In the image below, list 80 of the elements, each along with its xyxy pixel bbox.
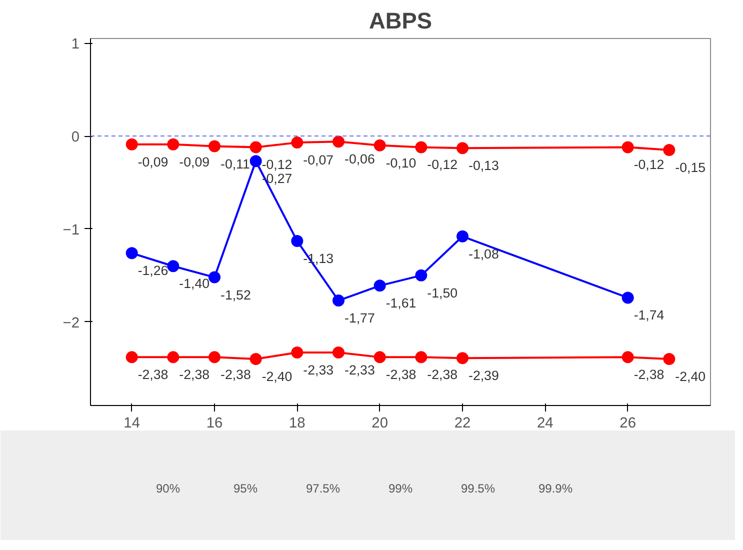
text: 97.5% [306,482,340,496]
point [622,292,634,304]
point [456,352,468,364]
y-tick-label: −2 [62,315,80,332]
point [291,235,304,248]
data-label: -0,15 [675,160,706,175]
point [374,280,386,292]
data-label: -0,12 [427,157,458,172]
data-label: -1,40 [179,276,210,292]
data-label: -2,38 [179,367,210,382]
point [250,155,262,168]
data-label: -1,77 [344,310,375,326]
data-label: -2,38 [386,367,416,382]
x-tick-label: 16 [206,416,223,432]
data-label: -1,52 [220,287,251,302]
text: 99% [388,482,413,496]
point [622,141,634,154]
data-label: -0,12 [262,157,292,172]
text: 90% [156,482,180,496]
data-label: -2,38 [634,367,664,382]
data-label: -0,09 [179,154,210,170]
point [126,138,138,150]
point [415,141,428,154]
data-label: -2,39 [468,368,499,384]
point [208,140,220,152]
point [167,138,180,150]
data-label: -2,33 [303,362,334,378]
point [663,144,676,156]
data-label: -1,61 [386,296,416,311]
text: 99.5% [460,482,496,496]
data-label: -0,11 [220,156,250,172]
y-tick-label: 1 [71,36,80,53]
x-tick-label: 14 [124,416,140,432]
data-label: -0,10 [386,155,416,170]
x-tick-label: 24 [537,416,554,432]
data-label: -2,38 [138,367,168,382]
data-label: -0,07 [303,152,334,168]
text: 99.9% [538,482,573,496]
point [456,230,468,242]
point [332,294,344,306]
point [250,141,262,154]
point [456,142,468,154]
point [291,346,304,359]
point [126,247,138,260]
data-label: -1,26 [138,263,168,278]
point [332,346,344,359]
data-label: -0,09 [138,154,168,170]
y-tick-label: −1 [62,222,80,238]
point [208,351,220,364]
data-label: -2,33 [344,362,375,378]
point [332,136,344,148]
point [167,351,180,364]
data-label: -2,40 [262,369,292,384]
data-label: -0,12 [634,157,664,172]
point [622,351,634,364]
x-tick-label: 26 [620,416,636,432]
x-tick-label: 22 [454,416,471,432]
data-label: -0,06 [344,152,375,167]
data-label: -2,40 [675,369,706,384]
x-tick-label: 20 [372,416,388,432]
data-label: -1,74 [634,308,665,323]
point [663,353,676,366]
data-label: -0,13 [468,158,499,174]
data-label: -2,38 [427,367,458,382]
point [126,351,138,364]
text: 95% [233,482,258,496]
point [374,139,386,152]
data-label: -1,08 [468,246,499,262]
data-label: -1,50 [427,285,458,300]
point [291,136,304,149]
point [415,269,428,282]
chart-title: ABPS [369,8,432,34]
point [250,353,262,366]
point [374,351,386,364]
point [415,351,428,364]
data-label: -2,38 [220,367,251,382]
y-tick-label: 0 [71,130,80,146]
x-tick-label: 18 [289,416,306,432]
point [208,271,220,284]
point [167,260,180,272]
